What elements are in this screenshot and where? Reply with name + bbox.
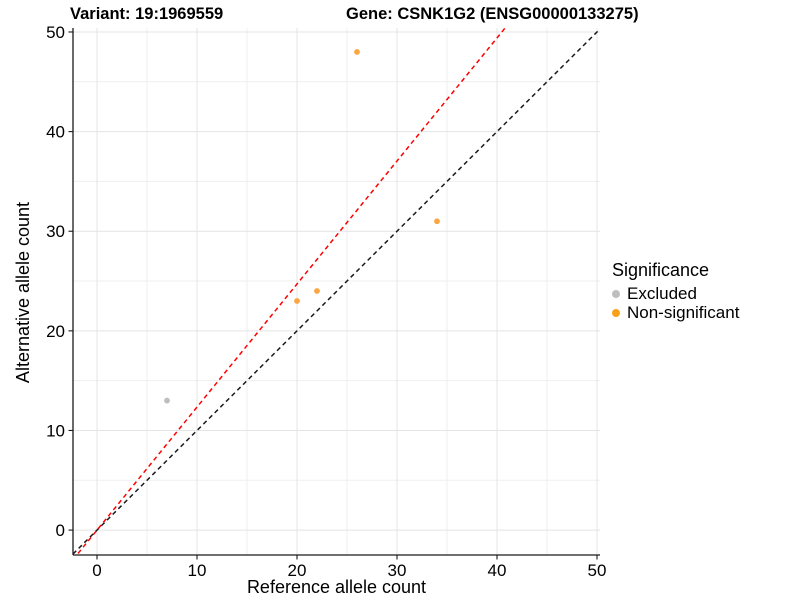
data-point-excluded (164, 397, 170, 404)
reference-lines (73, 28, 600, 555)
x-tick-label: 40 (488, 561, 507, 580)
y-tick-label: 30 (46, 222, 65, 241)
x-tick-label: 50 (588, 561, 607, 580)
legend-item-non-significant: Non-significant (612, 302, 797, 322)
data-point-non-significant (314, 288, 320, 294)
x-axis-label: Reference allele count (246, 577, 427, 597)
legend-item-label: Excluded (627, 283, 697, 303)
y-tick-label: 20 (46, 322, 65, 341)
legend-item-excluded: Excluded (612, 283, 797, 303)
data-point-non-significant (434, 218, 440, 225)
reference-line-identity (73, 28, 600, 555)
gene-title: Gene: CSNK1G2 (ENSG00000133275) (346, 5, 639, 23)
legend-title: Significance (612, 260, 710, 280)
y-tick-label: 50 (46, 23, 65, 42)
excluded-dot-icon (612, 289, 620, 298)
reference-line-expected-ratio (75, 28, 507, 555)
legend: Significance Excluded Non-significant (612, 260, 797, 323)
data-point-non-significant (354, 49, 360, 55)
x-tick-label: 10 (188, 561, 207, 580)
non-significant-dot-icon (612, 308, 620, 317)
x-tick-label: 30 (388, 561, 407, 580)
y-tick-label: 10 (46, 421, 65, 440)
legend-item-label: Non-significant (627, 302, 740, 322)
x-tick-label: 0 (92, 561, 101, 580)
y-tick-label: 40 (46, 123, 65, 142)
y-tick-label: 0 (56, 521, 65, 540)
x-tick-label: 20 (288, 561, 307, 580)
variant-title: Variant: 19:1969559 (70, 5, 224, 23)
y-axis-label: Alternative allele count (13, 201, 33, 384)
data-point-non-significant (294, 298, 300, 304)
